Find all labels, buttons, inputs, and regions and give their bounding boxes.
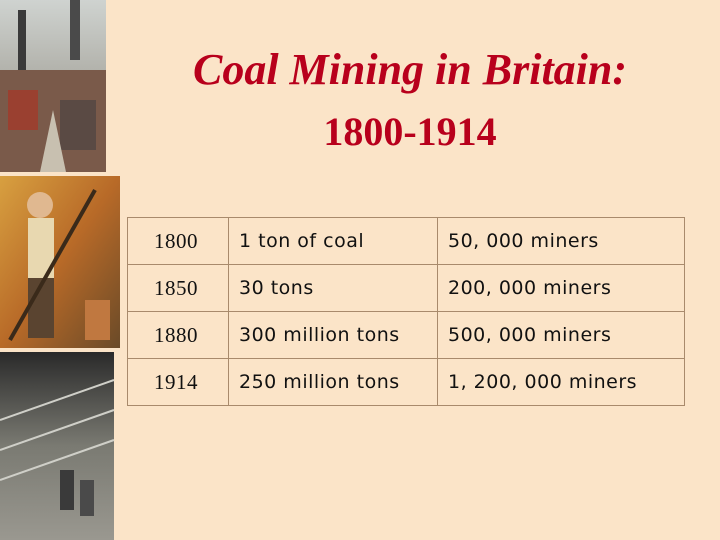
output-cell: 30 tons: [228, 264, 438, 312]
miners-cell: 50, 000 miners: [437, 217, 685, 265]
table-row: 1880 300 million tons 500, 000 miners: [127, 311, 685, 359]
table-body: 1800 1 ton of coal 50, 000 miners 1850 30 to…: [127, 217, 685, 406]
table-row: 1914 250 million tons 1, 200, 000 miners: [127, 358, 685, 406]
year-cell: 1880: [127, 311, 229, 359]
table-row: 1850 30 tons 200, 000 miners: [127, 264, 685, 312]
mine-image: [0, 352, 115, 540]
miners-cell: 500, 000 miners: [437, 311, 685, 359]
year-cell: 1850: [127, 264, 229, 312]
output-cell: 250 million tons: [228, 358, 438, 406]
table-row: 1800 1 ton of coal 50, 000 miners: [127, 217, 685, 265]
town-image: [0, 0, 106, 172]
side-images: [0, 0, 120, 540]
output-cell: 300 million tons: [228, 311, 438, 359]
coal-table: 1800 1 ton of coal 50, 000 miners 1850 30 to…: [127, 217, 685, 406]
subtitle: 1800-1914: [323, 109, 497, 154]
miners-cell: 200, 000 miners: [437, 264, 685, 312]
year-cell: 1800: [127, 217, 229, 265]
year-cell: 1914: [127, 358, 229, 406]
worker-image: [0, 176, 120, 348]
miners-cell: 1, 200, 000 miners: [437, 358, 685, 406]
output-cell: 1 ton of coal: [228, 217, 438, 265]
title: Coal Mining in Britain:: [192, 45, 628, 94]
